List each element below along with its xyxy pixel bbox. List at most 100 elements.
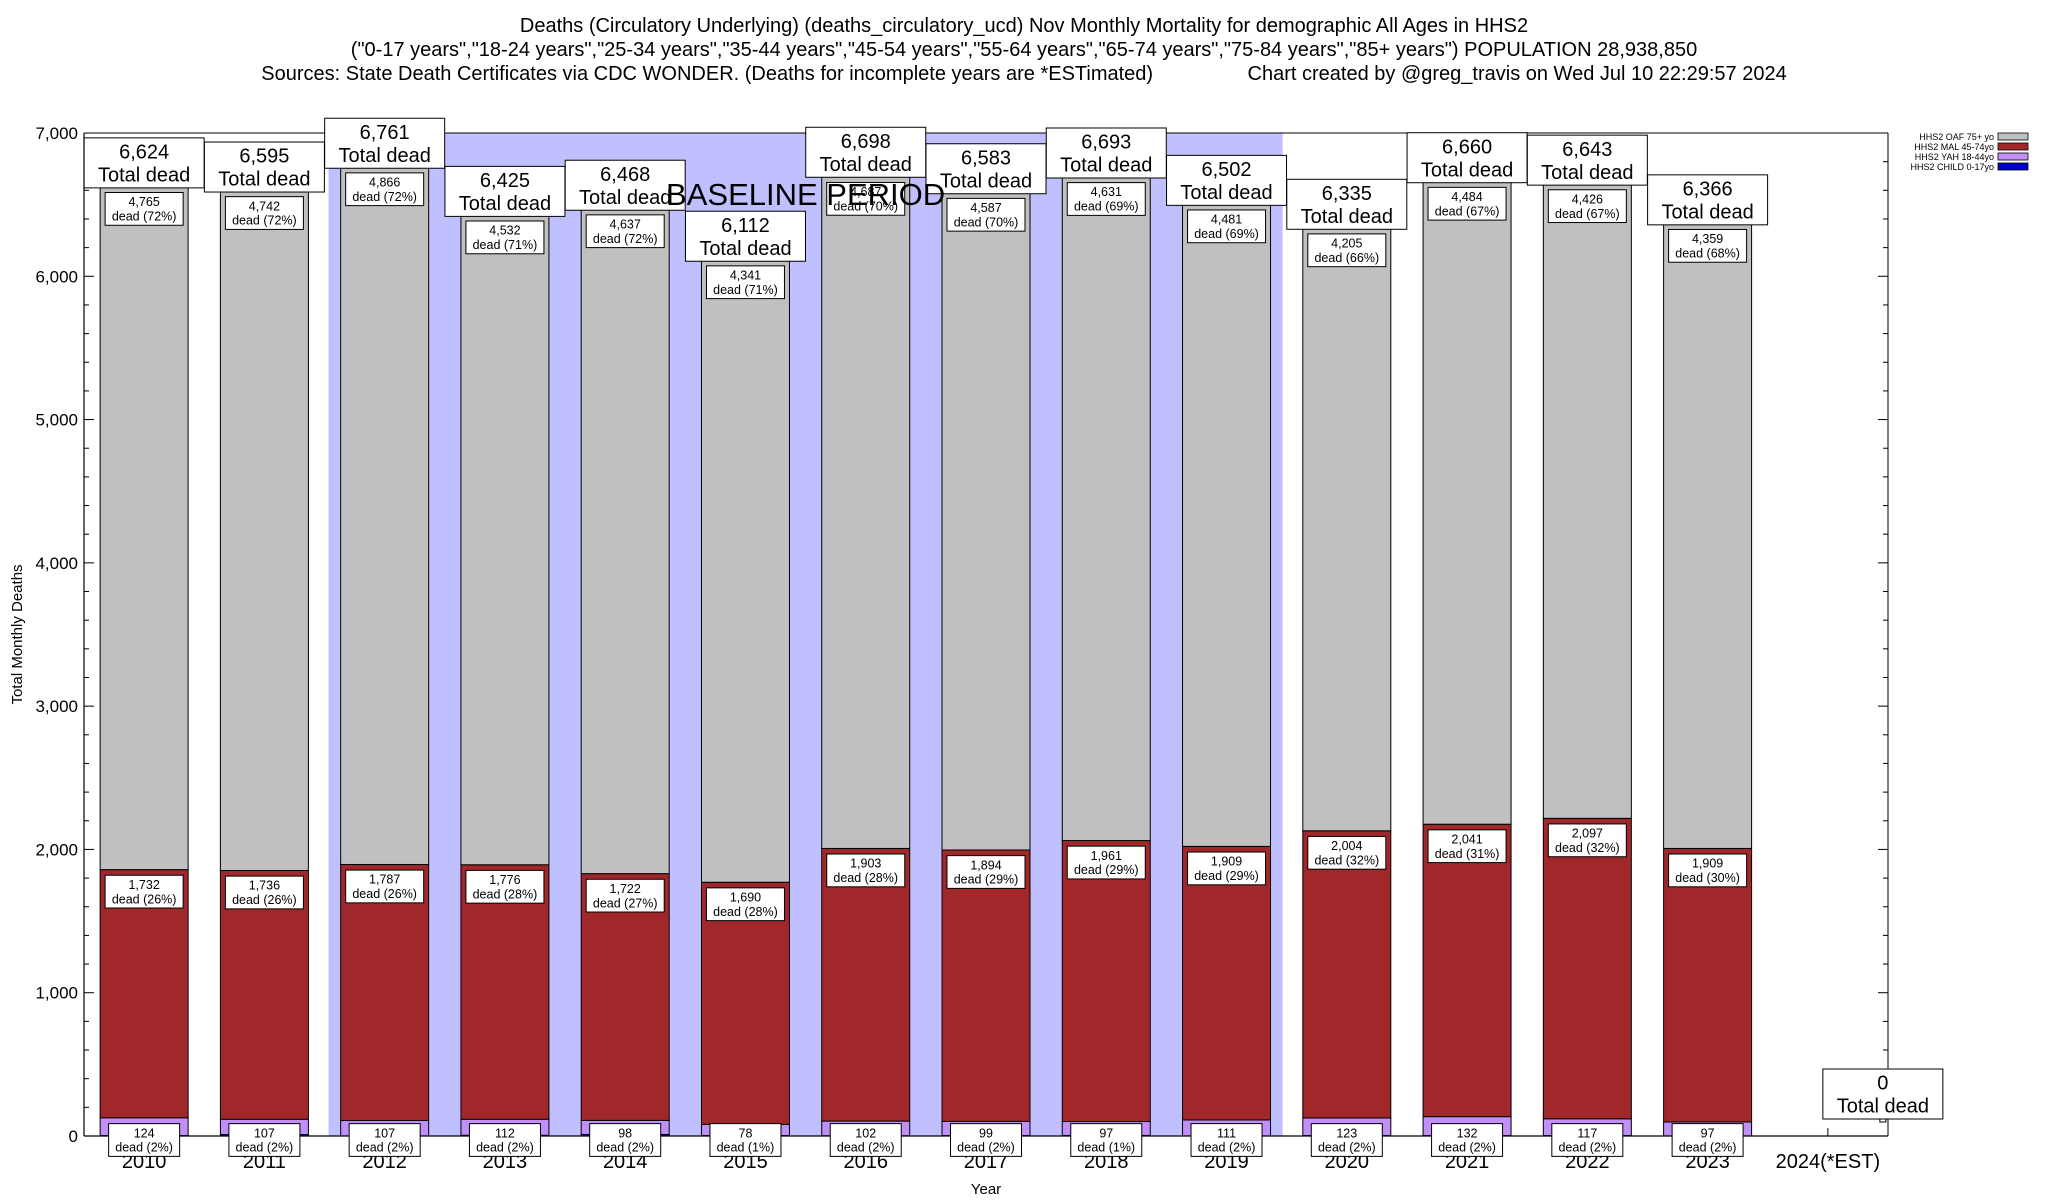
total-dead-label-line-2: Total dead <box>98 164 190 186</box>
segment-data-label-box <box>1307 835 1387 870</box>
segment-data-label-line-2: dead (27%) <box>593 896 658 910</box>
y-axis-label: Total Monthly Deaths <box>9 564 26 704</box>
segment-data-label-line-1: 1,736 <box>249 879 280 893</box>
y-tick-label: 4,000 <box>35 554 78 573</box>
legend-swatch <box>1997 142 2029 151</box>
segment-data-label-box <box>1190 1123 1263 1157</box>
total-dead-label-line-2: Total dead <box>820 154 912 176</box>
segment-data-label-box <box>348 1123 421 1157</box>
segment-data-label-line-2: dead (32%) <box>1314 853 1379 867</box>
total-dead-label-line-1: 6,502 <box>1202 159 1252 181</box>
y-tick-label: 6,000 <box>35 267 78 286</box>
total-dead-label-line-2: Total dead <box>699 238 791 260</box>
bar-segment-mal <box>1302 830 1392 1119</box>
total-dead-label-box <box>1526 134 1648 186</box>
total-dead-label-line-2: Total dead <box>579 187 671 209</box>
segment-data-label-box <box>1668 228 1748 263</box>
y-tick-label: 3,000 <box>35 697 78 716</box>
chart-header: Deaths (Circulatory Underlying) (deaths_… <box>0 14 2048 86</box>
segment-data-label-box <box>705 887 785 922</box>
y-tick-label: 5,000 <box>35 411 78 430</box>
baseline-period-label: BASELINE PERIOD <box>666 177 945 212</box>
bar-segment-oaf <box>700 259 790 883</box>
segment-data-label-box <box>589 1123 662 1157</box>
segment-data-label-box <box>829 1123 902 1157</box>
segment-data-label-box <box>1307 233 1387 268</box>
bar-segment-oaf <box>580 208 670 875</box>
x-axis-label: Year <box>971 1181 1001 1198</box>
segment-data-label-line-2: dead (2%) <box>957 1141 1015 1155</box>
segment-data-label-line-1: 107 <box>254 1126 275 1140</box>
total-dead-label-line-2: Total dead <box>459 193 551 215</box>
segment-data-label-line-2: dead (67%) <box>1555 207 1620 221</box>
total-dead-label-box <box>1406 132 1528 184</box>
legend-entry-label: HHS2 CHILD 0-17yo <box>1910 162 1994 172</box>
segment-data-label-line-1: 2,041 <box>1451 832 1482 846</box>
total-dead-label-line-1: 0 <box>1877 1073 1888 1095</box>
segment-data-label-box <box>950 1123 1022 1157</box>
chart-sources: Sources: State Death Certificates via CD… <box>261 63 1154 85</box>
total-dead-label-box <box>925 143 1047 195</box>
segment-data-label-line-2: dead (1%) <box>1077 1141 1135 1155</box>
legend-entry-label: HHS2 OAF 75+ yo <box>1919 132 1994 142</box>
segment-data-label-line-2: dead (2%) <box>1318 1141 1376 1155</box>
segment-data-label-line-2: dead (66%) <box>1314 251 1379 265</box>
segment-data-label-line-1: 132 <box>1457 1126 1478 1140</box>
segment-data-label-box <box>709 1123 782 1157</box>
segment-data-label-line-1: 4,765 <box>128 195 159 209</box>
segment-data-label-line-1: 2,004 <box>1331 839 1362 853</box>
segment-data-label-line-2: dead (72%) <box>232 214 297 228</box>
legend-entry-label: HHS2 MAL 45-74yo <box>1914 142 1994 152</box>
bar-segment-mal <box>941 849 1031 1122</box>
total-dead-label-line-1: 6,583 <box>961 147 1011 169</box>
segment-data-label-line-2: dead (72%) <box>593 232 658 246</box>
segment-data-label-line-2: dead (26%) <box>232 893 297 907</box>
segment-data-label-box <box>224 875 304 910</box>
chart-credit: Chart created by @greg_travis on Wed Jul… <box>1247 63 1787 85</box>
y-tick-label: 2,000 <box>35 840 78 859</box>
segment-data-label-line-2: dead (2%) <box>1438 1141 1496 1155</box>
segment-data-label-line-2: dead (69%) <box>1194 227 1259 241</box>
segment-data-label-line-2: dead (2%) <box>1558 1141 1616 1155</box>
y-tick-label: 7,000 <box>35 124 78 143</box>
bar-segment-mal <box>1061 840 1151 1123</box>
segment-data-label-box <box>108 1123 181 1157</box>
total-dead-label-line-1: 6,425 <box>480 170 530 192</box>
total-dead-label-line-1: 6,595 <box>239 146 289 168</box>
segment-data-label-line-1: 1,909 <box>1692 857 1723 871</box>
total-dead-label-box <box>444 165 566 217</box>
total-dead-label-box <box>564 159 686 211</box>
segment-data-label-line-2: dead (26%) <box>112 892 177 906</box>
segment-data-label-line-2: dead (29%) <box>954 873 1019 887</box>
x-tick-label: 2024(*EST) <box>1776 1151 1881 1173</box>
segment-data-label-line-1: 4,637 <box>610 217 641 231</box>
segment-data-label-box <box>585 214 665 249</box>
segment-data-label-box <box>1668 853 1748 888</box>
segment-data-label-line-2: dead (29%) <box>1194 869 1259 883</box>
bar-segment-mal <box>580 873 670 1121</box>
bar-segment-oaf <box>1061 176 1151 842</box>
